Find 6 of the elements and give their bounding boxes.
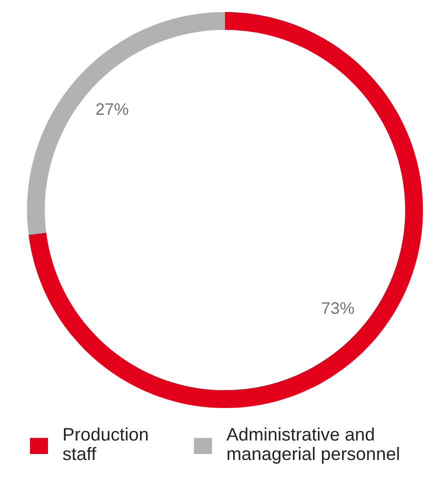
data-label: 27% xyxy=(96,103,128,115)
legend-label: Administrative and managerial personnel xyxy=(226,427,399,464)
data-label: 73% xyxy=(322,302,354,314)
donut-slice xyxy=(27,12,226,235)
legend-label: Production staff xyxy=(62,427,148,460)
donut-slice xyxy=(28,12,423,408)
